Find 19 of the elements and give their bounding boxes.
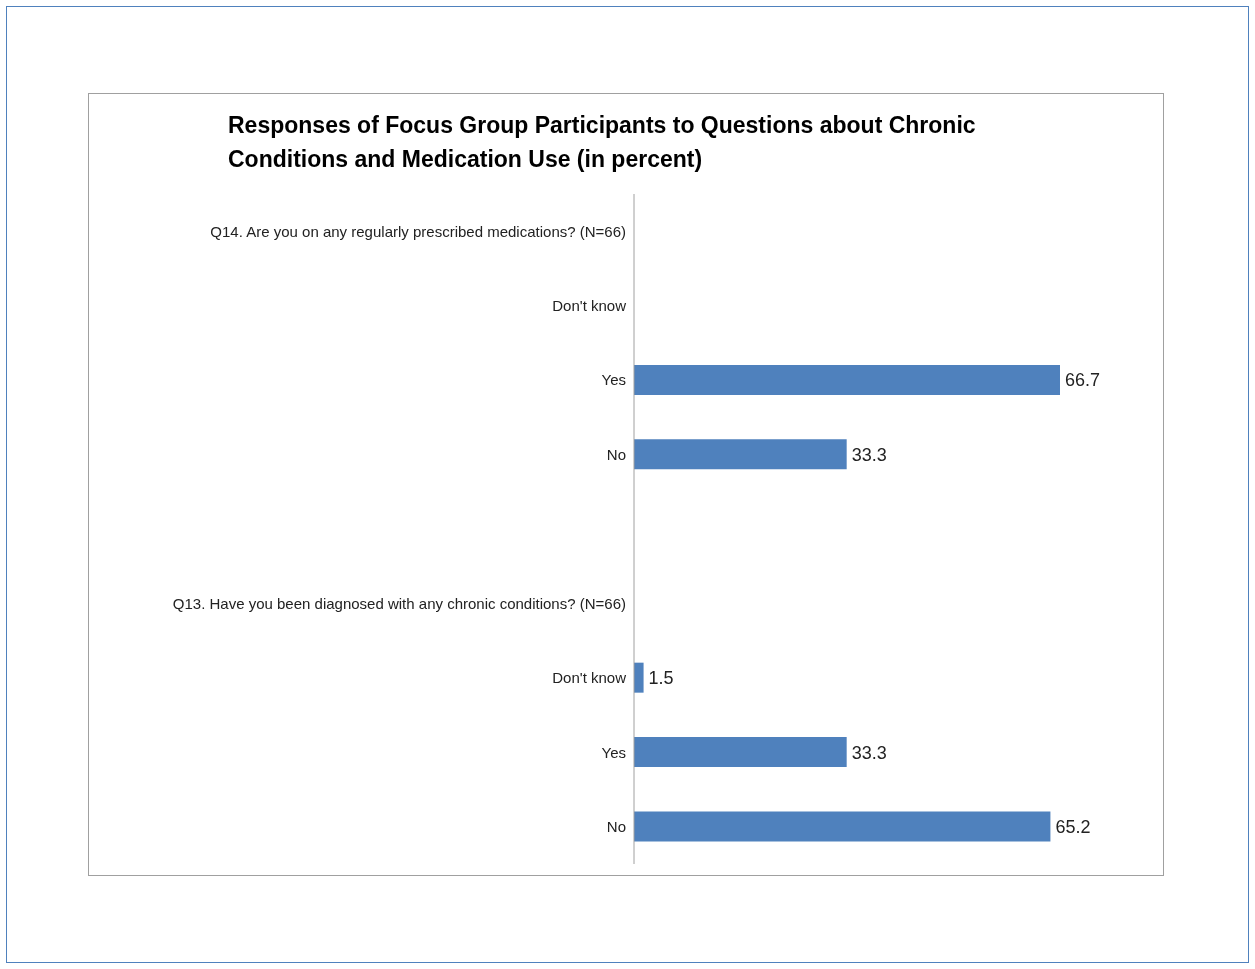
bar	[634, 364, 1060, 395]
data-label: 65.2	[1055, 816, 1091, 837]
chart-title: Responses of Focus Group Participants to Questions about Chronic Conditions and Medication Use (in percent)	[228, 111, 977, 174]
y-tick-label: Don't know	[552, 296, 627, 314]
bar	[634, 737, 847, 768]
y-tick-label: No	[606, 818, 626, 836]
y-tick-label: Yes	[601, 743, 626, 761]
bar	[634, 811, 1051, 842]
y-tick-label: Yes	[601, 371, 626, 389]
data-label: 1.5	[648, 668, 674, 689]
bar	[634, 439, 847, 470]
y-tick-label: Q13. Have you been diagnosed with any chronic conditions? (N=66)	[172, 594, 626, 612]
data-label: 33.3	[851, 742, 887, 763]
data-label: 66.7	[1065, 370, 1101, 391]
y-tick-label: Don't know	[552, 669, 627, 687]
y-tick-label: No	[606, 445, 626, 463]
data-label: 33.3	[851, 444, 887, 465]
bar	[634, 662, 644, 693]
y-tick-label: Q14. Are you on any regularly prescribed medications? (N=66)	[210, 222, 626, 240]
